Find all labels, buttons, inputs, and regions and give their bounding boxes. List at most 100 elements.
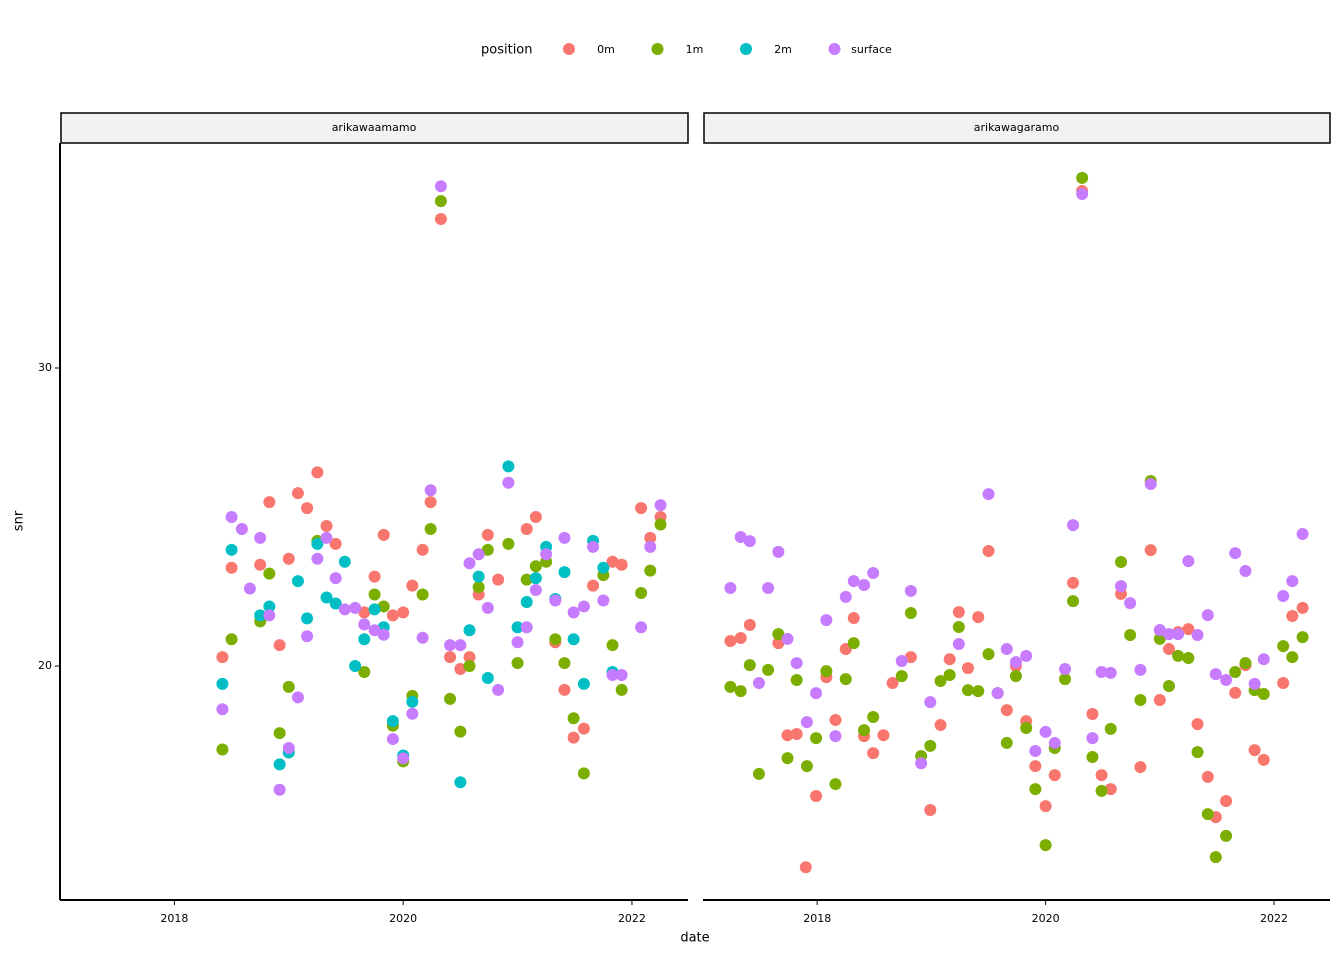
point bbox=[368, 588, 381, 601]
point bbox=[577, 767, 590, 780]
point bbox=[368, 603, 381, 616]
point bbox=[1076, 171, 1089, 184]
point bbox=[762, 663, 775, 676]
point bbox=[1059, 663, 1072, 676]
point bbox=[810, 789, 823, 802]
point bbox=[762, 581, 775, 594]
point bbox=[311, 466, 324, 479]
point bbox=[867, 747, 880, 760]
point bbox=[549, 633, 562, 646]
x-tick-label: 2018 bbox=[160, 912, 188, 925]
point bbox=[924, 696, 937, 709]
point bbox=[254, 558, 267, 571]
point bbox=[454, 725, 467, 738]
point bbox=[263, 567, 276, 580]
point bbox=[820, 665, 833, 678]
point bbox=[724, 680, 737, 693]
point bbox=[1039, 725, 1052, 738]
point bbox=[329, 537, 342, 550]
point bbox=[320, 531, 333, 544]
point bbox=[1029, 783, 1042, 796]
point bbox=[1048, 769, 1061, 782]
point bbox=[1104, 666, 1117, 679]
point bbox=[904, 584, 917, 597]
point bbox=[320, 519, 333, 532]
point bbox=[225, 561, 238, 574]
strip-label: arikawagaramo bbox=[974, 121, 1060, 134]
point bbox=[472, 548, 485, 561]
y-tick-label: 30 bbox=[38, 361, 52, 374]
point bbox=[1134, 663, 1147, 676]
point bbox=[481, 671, 494, 684]
point bbox=[829, 713, 842, 726]
point bbox=[644, 540, 657, 553]
point bbox=[454, 663, 467, 676]
point bbox=[577, 600, 590, 613]
point bbox=[567, 731, 580, 744]
point bbox=[606, 639, 619, 652]
point bbox=[924, 803, 937, 816]
legend-swatch bbox=[651, 43, 664, 55]
point bbox=[463, 624, 476, 637]
point bbox=[724, 581, 737, 594]
point bbox=[772, 545, 785, 558]
point bbox=[1009, 656, 1022, 669]
point bbox=[1095, 769, 1108, 782]
point bbox=[743, 618, 756, 631]
point bbox=[1220, 829, 1233, 842]
point bbox=[1144, 477, 1157, 490]
point bbox=[654, 518, 667, 531]
point bbox=[520, 573, 533, 586]
point bbox=[329, 597, 342, 610]
point bbox=[952, 637, 965, 650]
point bbox=[1134, 694, 1147, 707]
point bbox=[1162, 643, 1175, 656]
point bbox=[829, 730, 842, 743]
point bbox=[943, 653, 956, 666]
legend-swatch bbox=[563, 43, 575, 55]
point bbox=[558, 531, 571, 544]
point bbox=[915, 757, 928, 770]
point bbox=[1067, 576, 1080, 589]
point bbox=[368, 570, 381, 583]
strip-label: arikawaamamo bbox=[332, 121, 417, 134]
point bbox=[1182, 651, 1195, 664]
point bbox=[529, 584, 542, 597]
point bbox=[434, 212, 447, 225]
point bbox=[799, 861, 812, 874]
point bbox=[1000, 704, 1013, 717]
point bbox=[502, 476, 515, 489]
point bbox=[349, 660, 362, 673]
point bbox=[1296, 601, 1309, 614]
point bbox=[858, 724, 871, 737]
point bbox=[520, 595, 533, 608]
point bbox=[463, 660, 476, 673]
point bbox=[982, 648, 995, 661]
x-tick-label: 2020 bbox=[1032, 912, 1060, 925]
point bbox=[904, 651, 917, 664]
point bbox=[1067, 519, 1080, 532]
point bbox=[406, 695, 419, 708]
point bbox=[558, 683, 571, 696]
point bbox=[1095, 666, 1108, 679]
point bbox=[311, 552, 324, 565]
point bbox=[1229, 666, 1242, 679]
point bbox=[358, 606, 371, 619]
point bbox=[1191, 718, 1204, 731]
point bbox=[781, 752, 794, 765]
point bbox=[338, 603, 351, 616]
point bbox=[1067, 595, 1080, 608]
point bbox=[934, 719, 947, 732]
point bbox=[511, 636, 524, 649]
point bbox=[520, 522, 533, 535]
point bbox=[1009, 670, 1022, 683]
point bbox=[1020, 649, 1033, 662]
point bbox=[397, 752, 410, 765]
point bbox=[1104, 722, 1117, 735]
legend-label: 0m bbox=[597, 43, 615, 56]
point bbox=[567, 606, 580, 619]
point bbox=[847, 575, 860, 588]
point bbox=[1153, 694, 1166, 707]
point bbox=[839, 673, 852, 686]
point bbox=[734, 685, 747, 698]
